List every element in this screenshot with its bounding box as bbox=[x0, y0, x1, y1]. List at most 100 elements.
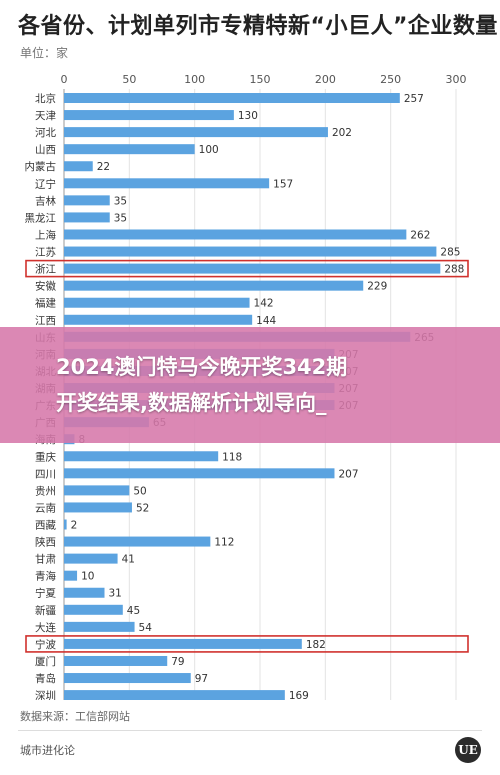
category-label: 宁波 bbox=[35, 638, 56, 651]
category-label: 陕西 bbox=[35, 536, 56, 549]
bar bbox=[64, 587, 105, 598]
footer-divider bbox=[18, 730, 482, 731]
data-label: 229 bbox=[367, 281, 387, 293]
bar bbox=[64, 536, 211, 547]
highlight-box bbox=[25, 259, 469, 278]
x-tick-label: 200 bbox=[315, 73, 336, 86]
bar bbox=[64, 690, 285, 700]
bar bbox=[64, 655, 168, 666]
footer-brand: 城市进化论 bbox=[20, 744, 75, 757]
category-label: 福建 bbox=[35, 297, 56, 310]
data-label: 169 bbox=[289, 690, 309, 700]
source-text: 数据来源：工信部网站 bbox=[20, 710, 130, 723]
data-label: 35 bbox=[114, 212, 127, 224]
data-label: 41 bbox=[122, 554, 135, 566]
bar bbox=[64, 144, 195, 155]
category-label: 厦门 bbox=[35, 655, 56, 668]
bar bbox=[64, 638, 302, 649]
x-tick-label: 50 bbox=[122, 73, 136, 86]
data-label: 144 bbox=[256, 315, 276, 327]
data-label: 182 bbox=[306, 639, 326, 651]
bar bbox=[64, 468, 335, 479]
data-label: 10 bbox=[81, 571, 94, 583]
x-tick-label: 300 bbox=[446, 73, 467, 86]
chart-title: 各省份、计划单列市专精特新“小巨人”企业数量 bbox=[18, 14, 498, 39]
overlay-banner: 2024澳门特马今晚开奖342期 开奖结果,数据解析计划导向_ bbox=[0, 327, 500, 443]
category-label: 青海 bbox=[35, 570, 56, 583]
data-label: 97 bbox=[195, 673, 208, 685]
bar bbox=[64, 485, 130, 496]
data-label: 207 bbox=[338, 468, 358, 480]
bar bbox=[64, 212, 110, 223]
category-label: 辽宁 bbox=[35, 177, 56, 190]
bar bbox=[64, 263, 441, 274]
category-label: 山西 bbox=[35, 144, 56, 156]
data-label: 22 bbox=[97, 161, 110, 173]
highlight-box bbox=[25, 635, 469, 653]
x-tick-label: 0 bbox=[61, 73, 68, 86]
data-label: 54 bbox=[139, 622, 153, 634]
data-label: 52 bbox=[136, 502, 149, 514]
x-tick-label: 250 bbox=[380, 73, 401, 86]
banner-line-2: 开奖结果,数据解析计划导向_ bbox=[56, 391, 327, 415]
data-label: 35 bbox=[114, 195, 127, 207]
category-label: 宁夏 bbox=[35, 587, 56, 600]
bar bbox=[64, 621, 135, 632]
category-label: 黑龙江 bbox=[25, 211, 57, 224]
category-label: 云南 bbox=[35, 501, 56, 514]
category-label: 江苏 bbox=[35, 246, 56, 259]
bar bbox=[64, 246, 437, 257]
category-label: 河北 bbox=[35, 127, 56, 139]
data-label: 112 bbox=[214, 537, 234, 549]
bar bbox=[64, 110, 234, 121]
data-label: 50 bbox=[133, 485, 146, 497]
category-label: 贵州 bbox=[35, 484, 56, 497]
category-label: 青岛 bbox=[35, 672, 56, 685]
bar bbox=[64, 161, 93, 172]
data-label: 202 bbox=[332, 127, 352, 139]
category-label: 重庆 bbox=[35, 450, 56, 463]
bar bbox=[64, 280, 364, 291]
data-label: 118 bbox=[222, 451, 242, 463]
data-label: 2 bbox=[71, 520, 78, 532]
banner-line-1: 2024澳门特马今晚开奖342期 bbox=[56, 355, 348, 379]
category-label: 吉林 bbox=[35, 194, 56, 207]
data-label: 45 bbox=[127, 605, 140, 617]
brand-logo-icon: UE bbox=[455, 737, 481, 763]
data-label: 142 bbox=[254, 298, 274, 310]
data-label: 79 bbox=[171, 656, 184, 668]
bar bbox=[64, 519, 67, 530]
bar bbox=[64, 229, 407, 240]
data-label: 157 bbox=[273, 178, 293, 190]
data-label: 31 bbox=[109, 588, 122, 600]
bar bbox=[64, 570, 78, 581]
unit-label: 单位：家 bbox=[20, 46, 69, 60]
bar bbox=[64, 93, 400, 103]
bar bbox=[64, 553, 118, 564]
category-label: 江西 bbox=[35, 315, 56, 327]
data-label: 257 bbox=[404, 93, 424, 105]
bar bbox=[64, 502, 132, 513]
category-label: 西藏 bbox=[35, 520, 56, 532]
category-label: 北京 bbox=[35, 92, 56, 105]
category-label: 浙江 bbox=[35, 264, 56, 276]
bar bbox=[64, 604, 123, 615]
category-label: 上海 bbox=[35, 228, 56, 241]
bar bbox=[64, 297, 250, 308]
bar bbox=[64, 195, 110, 206]
category-label: 大连 bbox=[35, 621, 56, 634]
bar bbox=[64, 451, 219, 462]
data-label: 130 bbox=[238, 110, 258, 122]
category-label: 内蒙古 bbox=[25, 160, 57, 173]
data-label: 285 bbox=[440, 247, 460, 259]
data-label: 100 bbox=[199, 144, 219, 156]
bar bbox=[64, 673, 191, 684]
category-label: 四川 bbox=[35, 468, 56, 480]
category-label: 甘肃 bbox=[35, 553, 56, 566]
data-label: 262 bbox=[410, 229, 430, 241]
x-tick-label: 100 bbox=[184, 73, 205, 86]
category-label: 新疆 bbox=[35, 604, 56, 617]
category-label: 安徽 bbox=[35, 280, 56, 293]
bar bbox=[64, 127, 328, 138]
bar bbox=[64, 314, 253, 325]
